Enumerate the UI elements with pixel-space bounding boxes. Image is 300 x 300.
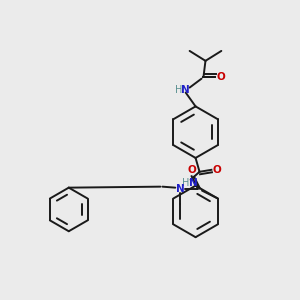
Text: H: H	[175, 85, 182, 94]
Text: N: N	[181, 85, 190, 94]
Text: N: N	[176, 184, 184, 194]
Text: O: O	[217, 72, 226, 82]
Text: N: N	[189, 178, 198, 188]
Text: H: H	[182, 178, 189, 188]
Text: O: O	[212, 165, 221, 175]
Text: O: O	[188, 165, 197, 175]
